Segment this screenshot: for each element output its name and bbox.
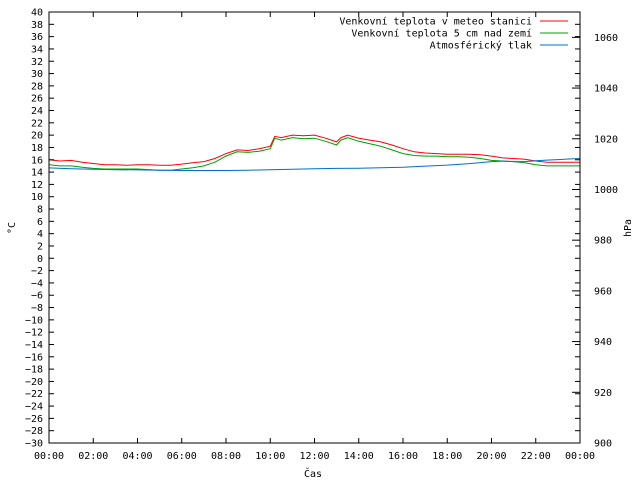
y-tick-label: −30	[25, 439, 43, 450]
y2-tick-label: 920	[594, 388, 612, 399]
legend-label: Venkovní teplota 5 cm nad zemí	[351, 28, 532, 40]
x-tick-label: 00:00	[34, 451, 64, 462]
y-tick-label: 22	[31, 118, 43, 129]
x-tick-label: 00:00	[565, 451, 595, 462]
y-axis-label: °C	[7, 222, 18, 234]
y-tick-label: −12	[25, 328, 43, 339]
y2-tick-label: 1060	[594, 33, 618, 44]
series-line-3	[48, 158, 581, 171]
y-tick-label: −4	[31, 278, 43, 289]
y-tick-label: 2	[37, 241, 43, 252]
y-tick-label: 26	[31, 94, 43, 105]
x-axis-label: Čas	[304, 467, 322, 480]
y-tick-label: 8	[37, 205, 43, 216]
x-tick-label: 16:00	[388, 451, 418, 462]
legend-label: Atmosférický tlak	[430, 40, 532, 52]
y-tick-label: 16	[31, 155, 43, 166]
ticks-layer: −30−28−26−24−22−20−18−16−14−12−10−8−6−4−…	[25, 8, 618, 463]
x-tick-label: 10:00	[255, 451, 285, 462]
x-tick-label: 12:00	[299, 451, 329, 462]
y-tick-label: 20	[31, 131, 43, 142]
y-tick-label: −26	[25, 414, 43, 425]
x-tick-label: 08:00	[211, 451, 241, 462]
y-tick-label: −16	[25, 352, 43, 363]
x-tick-label: 02:00	[78, 451, 108, 462]
x-tick-label: 22:00	[521, 451, 551, 462]
series-layer	[48, 134, 581, 171]
y-tick-label: 36	[31, 32, 43, 43]
x-tick-label: 18:00	[432, 451, 462, 462]
y-tick-label: −2	[31, 266, 43, 277]
y2-tick-label: 940	[594, 337, 612, 348]
y-tick-label: 0	[37, 254, 43, 265]
y2-tick-label: 1000	[594, 185, 618, 196]
y-tick-label: −20	[25, 377, 43, 388]
y-tick-label: 28	[31, 81, 43, 92]
x-tick-label: 14:00	[344, 451, 374, 462]
y-tick-label: 4	[37, 229, 43, 240]
y-tick-label: −14	[25, 340, 43, 351]
y-tick-label: −18	[25, 365, 43, 376]
y-tick-label: 24	[31, 106, 43, 117]
legend: Venkovní teplota v meteo staniciVenkovní…	[339, 16, 568, 52]
y2-tick-label: 1020	[594, 134, 618, 145]
x-tick-label: 20:00	[476, 451, 506, 462]
y-tick-label: 32	[31, 57, 43, 68]
y-tick-label: −28	[25, 426, 43, 437]
y-tick-label: −10	[25, 315, 43, 326]
y-tick-label: −22	[25, 389, 43, 400]
y-tick-label: 10	[31, 192, 43, 203]
y-tick-label: 6	[37, 217, 43, 228]
y-tick-label: 18	[31, 143, 43, 154]
y-tick-label: 12	[31, 180, 43, 191]
y2-tick-label: 960	[594, 286, 612, 297]
legend-label: Venkovní teplota v meteo stanici	[339, 16, 532, 28]
y-tick-label: 38	[31, 20, 43, 31]
y2-axis-label: hPa	[623, 219, 634, 237]
y-tick-label: −6	[31, 291, 43, 302]
y-tick-label: −24	[25, 402, 43, 413]
series-line-1	[48, 134, 580, 166]
y-tick-label: 34	[31, 44, 43, 55]
x-tick-label: 06:00	[167, 451, 197, 462]
x-tick-label: 04:00	[122, 451, 152, 462]
series-line-2	[48, 137, 580, 171]
y-tick-label: 30	[31, 69, 43, 80]
y-tick-label: 14	[31, 168, 43, 179]
y-tick-label: −8	[31, 303, 43, 314]
y2-tick-label: 980	[594, 236, 612, 247]
y2-tick-label: 900	[594, 439, 612, 450]
y2-tick-label: 1040	[594, 84, 618, 95]
y-tick-label: 40	[31, 8, 43, 19]
